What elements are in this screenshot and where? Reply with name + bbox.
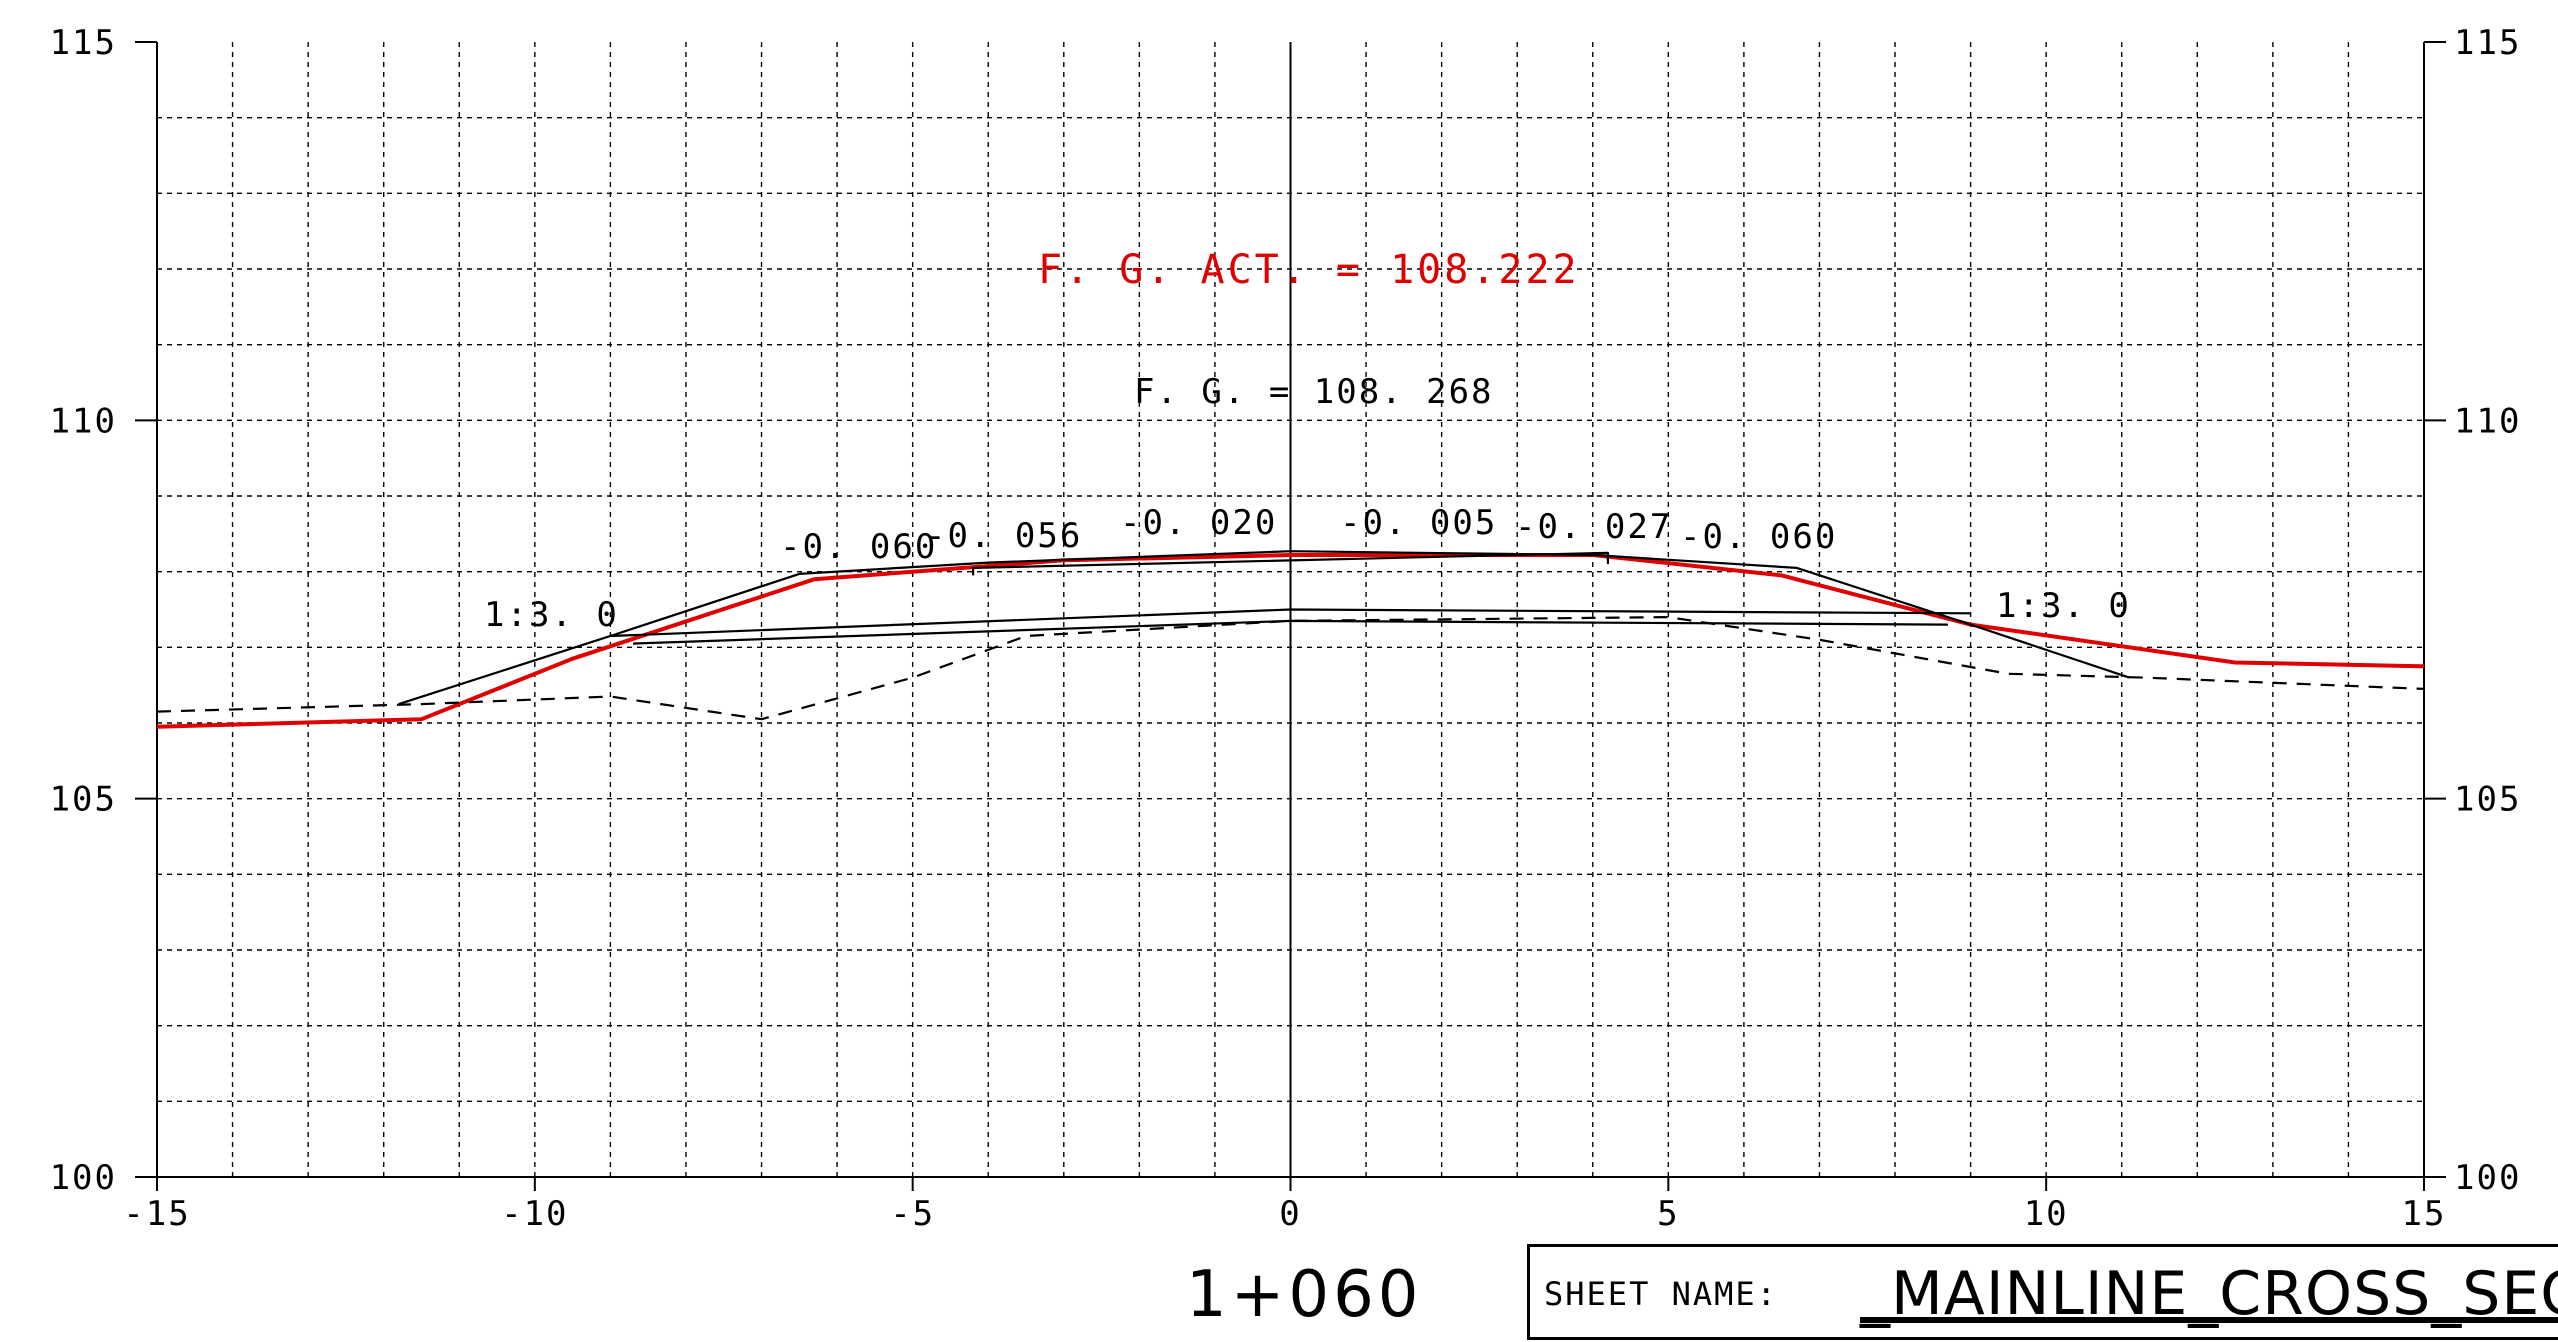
- profile-line-6: [156, 615, 2425, 721]
- y-tick-label-right: 110: [2454, 401, 2521, 441]
- x-tick-label: 0: [1279, 1194, 1301, 1234]
- profile-line-2: [398, 550, 2130, 706]
- profile-line-1: [156, 553, 2425, 729]
- x-tick-label: 10: [2024, 1194, 2069, 1234]
- profile-line-5: [971, 551, 1610, 576]
- x-tick-label: 15: [2402, 1194, 2447, 1234]
- sheet-name-label: SHEET NAME:: [1544, 1275, 1778, 1313]
- fg-label: F. G. = 108. 268: [1134, 372, 1494, 412]
- x-tick-label: -5: [890, 1194, 935, 1234]
- slope-label-left-3: -0. 020: [1120, 503, 1277, 543]
- y-tick-label-left: 110: [50, 401, 117, 441]
- slope-label-right-3: -0. 060: [1680, 517, 1837, 557]
- sheet-name-value: _MAINLINE_CROSS_SECTIO: [1860, 1259, 2558, 1329]
- y-tick-label-right: 115: [2454, 23, 2521, 63]
- x-tick-label: -10: [501, 1194, 568, 1234]
- title-block: SHEET NAME: _MAINLINE_CROSS_SECTIO: [1527, 1244, 2558, 1340]
- y-tick-label-right: 100: [2454, 1158, 2521, 1198]
- y-tick-label-left: 100: [50, 1158, 117, 1198]
- x-tick-label: -15: [123, 1194, 190, 1234]
- y-tick-label-left: 105: [50, 780, 117, 820]
- x-tick-label: 5: [1657, 1194, 1679, 1234]
- slope-ratio-left: 1:3. 0: [484, 595, 619, 635]
- station-label: 1+060: [1186, 1258, 1423, 1332]
- y-tick-label-right: 105: [2454, 780, 2521, 820]
- slope-label-right-2: -0. 027: [1515, 507, 1672, 547]
- profile-line-3: [610, 608, 1971, 638]
- slope-label-left-1: -0. 060: [780, 527, 937, 567]
- slope-label-left-2: -0. 056: [925, 516, 1082, 556]
- fg-actual-label: F. G. ACT. = 108.222: [1038, 247, 1580, 293]
- slope-label-right-1: -0. 005: [1340, 503, 1497, 543]
- profile-line-4: [633, 619, 1948, 645]
- y-tick-label-left: 115: [50, 23, 117, 63]
- profile-lines: [156, 550, 2425, 729]
- slope-ratio-right: 1:3. 0: [1996, 586, 2131, 626]
